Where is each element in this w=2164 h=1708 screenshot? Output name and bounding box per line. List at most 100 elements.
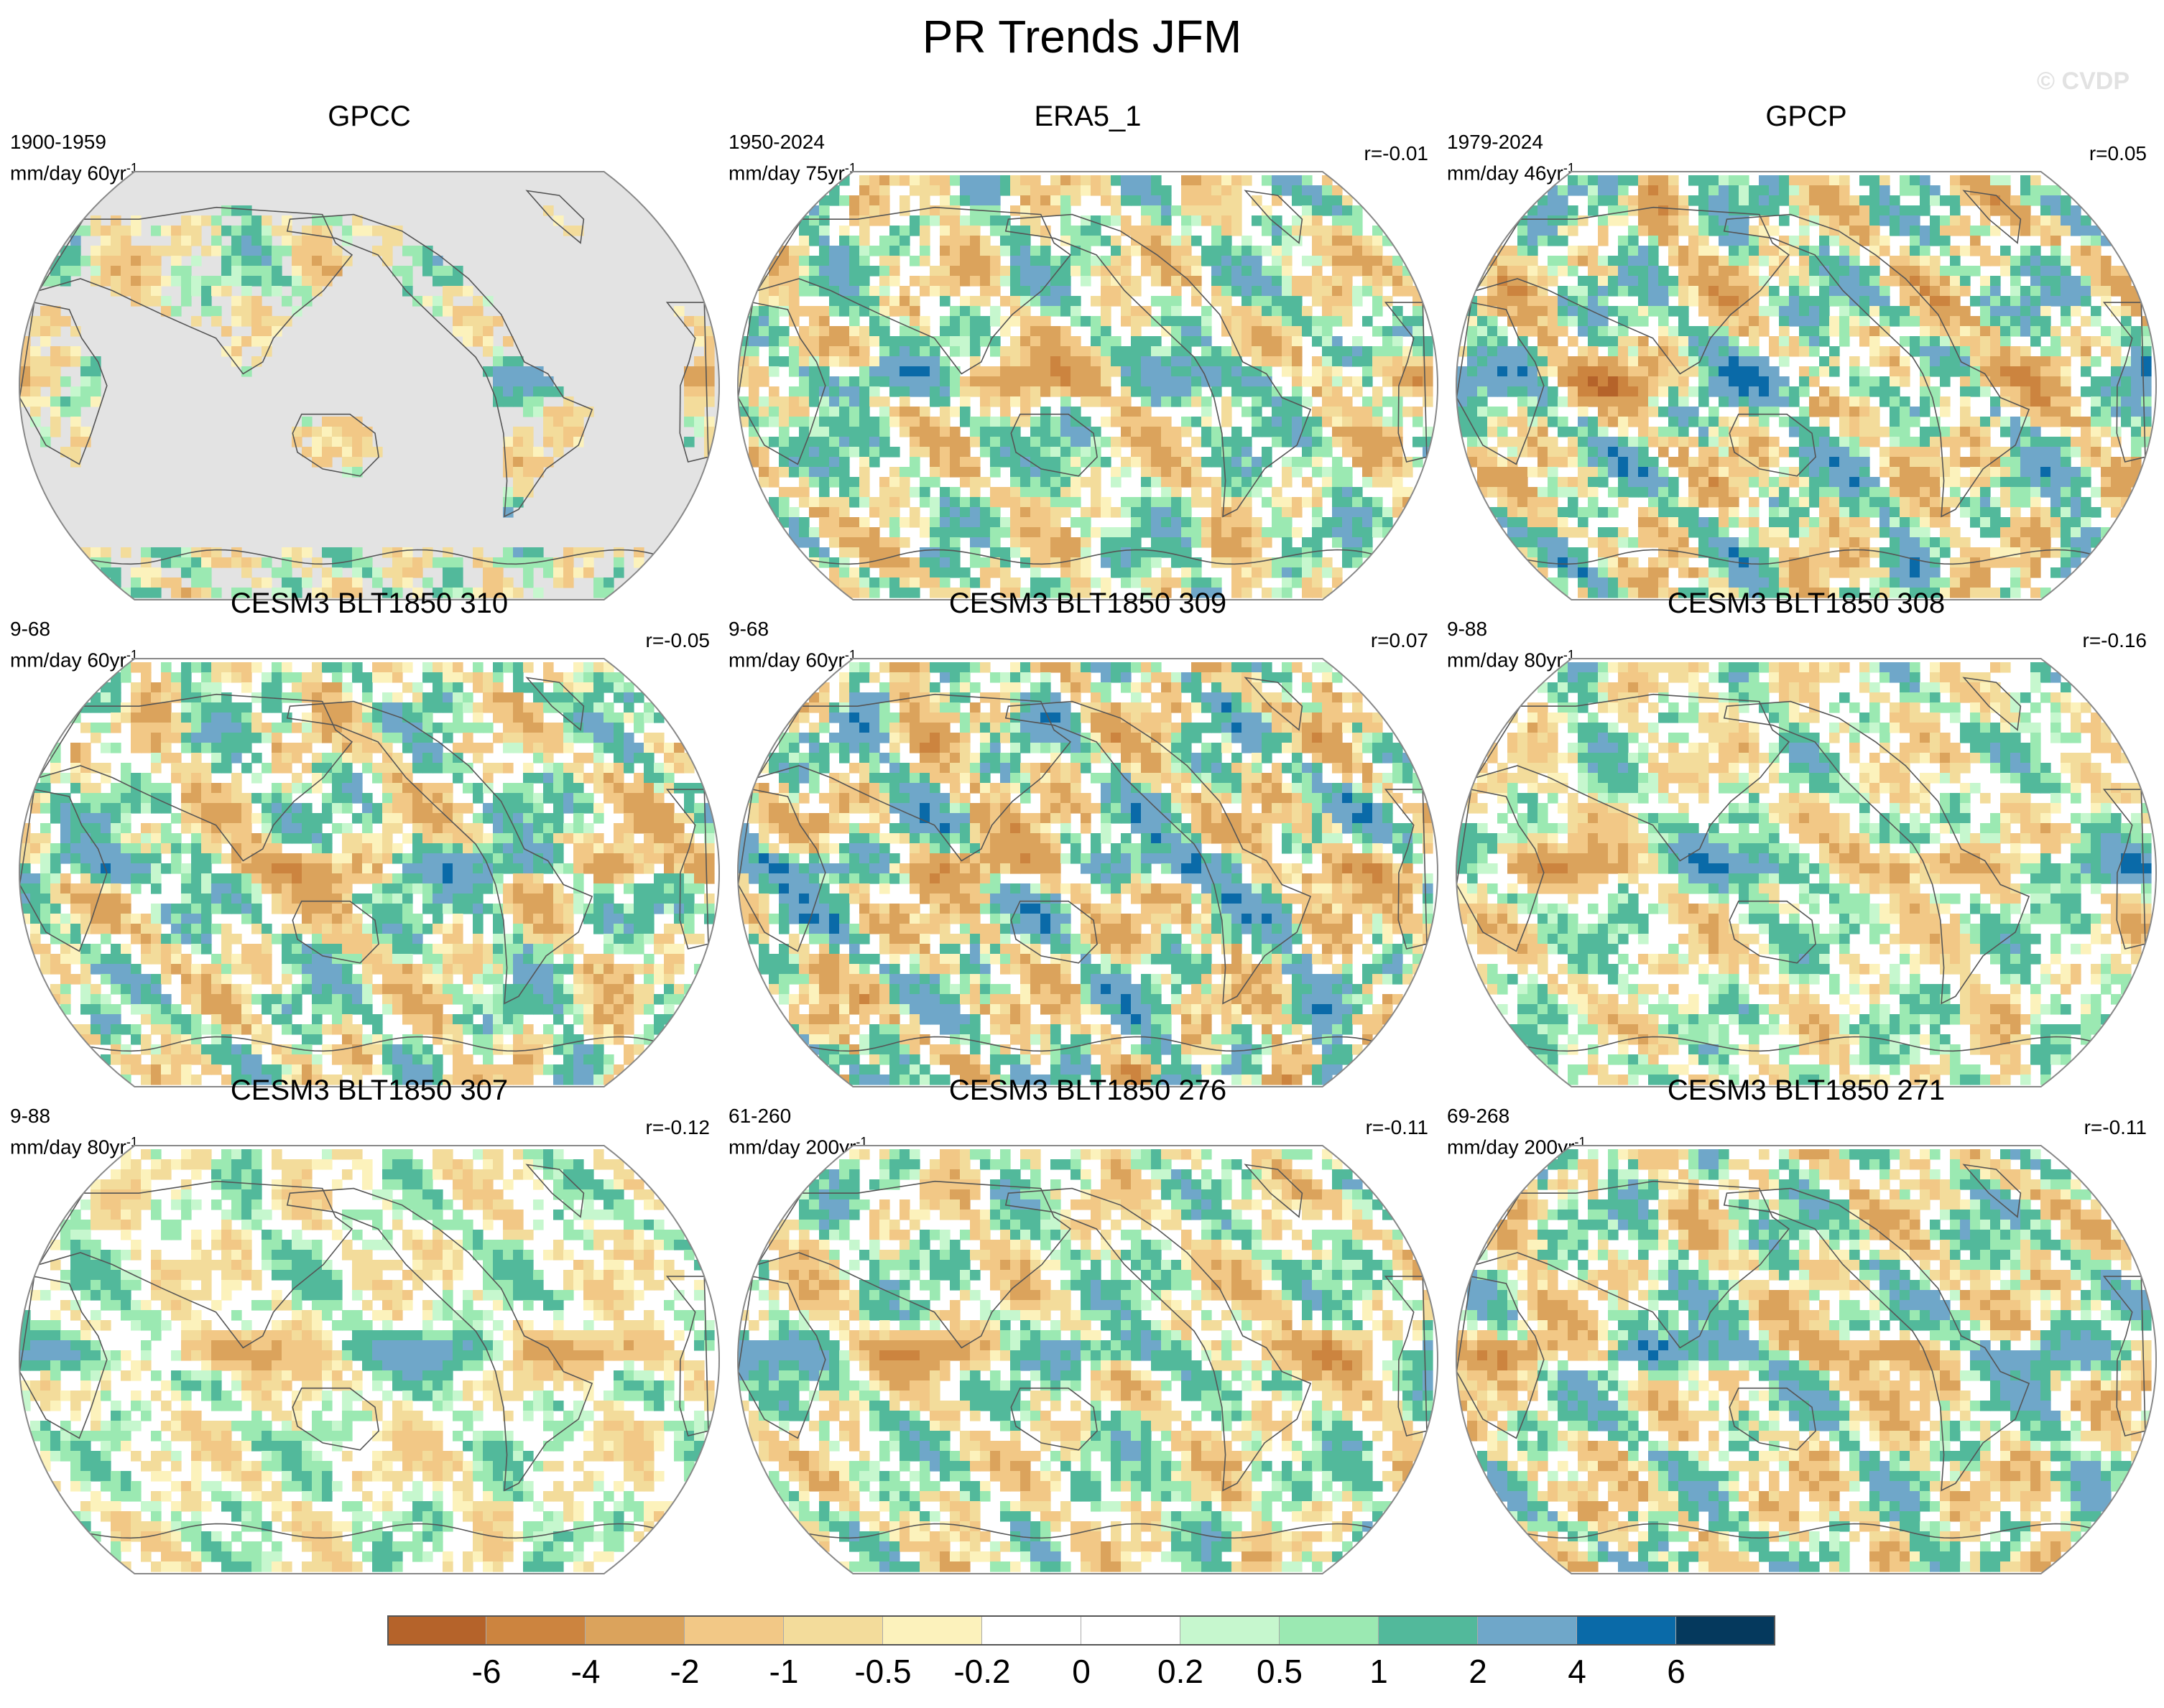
trend-cell <box>819 487 830 498</box>
trend-cell <box>1362 457 1373 468</box>
trend-cell <box>1121 306 1132 317</box>
trend-cell <box>990 497 1001 508</box>
trend-cell <box>930 386 940 397</box>
trend-cell <box>1940 215 1951 226</box>
trend-cell <box>231 296 242 307</box>
trend-cell <box>1789 175 1800 186</box>
trend-cell <box>1262 226 1272 236</box>
trend-cell <box>141 286 152 297</box>
trend-cell <box>950 316 961 327</box>
trend-cell <box>970 205 981 216</box>
trend-cell <box>879 437 890 447</box>
trend-cell <box>1060 215 1071 226</box>
trend-cell <box>1231 396 1242 407</box>
trend-cell <box>809 467 820 478</box>
trend-cell <box>453 567 463 578</box>
trend-cell <box>1151 185 1162 196</box>
trend-cell <box>1392 266 1403 277</box>
trend-cell <box>940 417 951 427</box>
trend-cell <box>1010 517 1021 528</box>
trend-cell <box>950 195 961 206</box>
trend-cell <box>2061 447 2071 458</box>
trend-cell <box>1980 175 1991 186</box>
trend-cell <box>1060 588 1071 598</box>
trend-cell <box>869 296 880 307</box>
trend-cell <box>2000 256 2011 266</box>
trend-cell <box>950 517 961 528</box>
trend-cell <box>1010 246 1021 256</box>
trend-cell <box>1688 195 1699 206</box>
trend-cell <box>1698 517 1709 528</box>
trend-cell <box>1081 266 1091 277</box>
trend-cell <box>1769 226 1780 236</box>
trend-cell <box>849 537 860 548</box>
trend-cell <box>1799 487 1810 498</box>
trend-cell <box>1272 356 1282 367</box>
trend-cell <box>1060 276 1071 287</box>
trend-cell <box>1598 286 1609 297</box>
trend-cell <box>1568 366 1578 377</box>
trend-cell <box>2050 266 2061 277</box>
trend-cell <box>1960 547 1971 558</box>
trend-cell <box>1151 346 1162 357</box>
trend-cell <box>1809 396 1820 407</box>
trend-cell <box>2141 417 2152 427</box>
trend-cell <box>362 567 373 578</box>
trend-cell <box>1030 537 1041 548</box>
trend-cell <box>789 296 800 307</box>
map-plot <box>1455 171 2158 600</box>
trend-cell <box>1241 467 1252 478</box>
trend-cell <box>1769 396 1780 407</box>
trend-cell <box>1930 517 1941 528</box>
trend-cell <box>241 276 252 287</box>
trend-cell <box>1231 427 1242 437</box>
trend-cell <box>1457 386 1468 397</box>
trend-cell <box>342 588 353 598</box>
trend-cell <box>1900 256 1910 266</box>
trend-cell <box>1678 296 1689 307</box>
trend-cell <box>1392 407 1403 417</box>
trend-cell <box>1789 276 1800 287</box>
trend-cell <box>1759 447 1770 458</box>
trend-cell <box>1050 427 1061 437</box>
trend-cell <box>1091 507 1101 518</box>
trend-field <box>738 172 1438 600</box>
trend-cell <box>1548 336 1558 347</box>
trend-cell <box>1040 427 1051 437</box>
trend-cell <box>1960 346 1971 357</box>
trend-cell <box>1231 497 1242 508</box>
trend-cell <box>1101 195 1111 206</box>
trend-cell <box>859 417 870 427</box>
trend-cell <box>1558 477 1568 488</box>
trend-cell <box>779 256 790 266</box>
trend-cell <box>1252 276 1262 287</box>
trend-cell <box>970 537 981 548</box>
trend-cell <box>980 316 991 327</box>
trend-cell <box>1658 175 1669 186</box>
trend-cell <box>950 276 961 287</box>
trend-cell <box>1497 407 1508 417</box>
trend-cell <box>573 547 584 558</box>
trend-cell <box>181 567 192 578</box>
trend-cell <box>1241 326 1252 337</box>
trend-cell <box>1869 346 1880 357</box>
trend-cell <box>191 557 202 568</box>
trend-cell <box>1568 386 1578 397</box>
trend-cell <box>970 366 981 377</box>
trend-cell <box>2030 175 2041 186</box>
trend-cell <box>839 487 850 498</box>
panel-correlation: r=-0.01 <box>1364 142 1429 164</box>
trend-cell <box>960 296 971 307</box>
trend-cell <box>1091 266 1101 277</box>
trend-cell <box>493 356 504 367</box>
trend-cell <box>80 376 91 387</box>
trend-cell <box>1252 246 1262 256</box>
trend-cell <box>1362 417 1373 427</box>
trend-cell <box>1779 577 1790 588</box>
trend-cell <box>2121 316 2132 327</box>
trend-cell <box>2010 517 2021 528</box>
trend-cell <box>352 437 363 447</box>
trend-cell <box>1111 447 1122 458</box>
trend-cell <box>1131 577 1142 588</box>
trend-cell <box>920 547 930 558</box>
